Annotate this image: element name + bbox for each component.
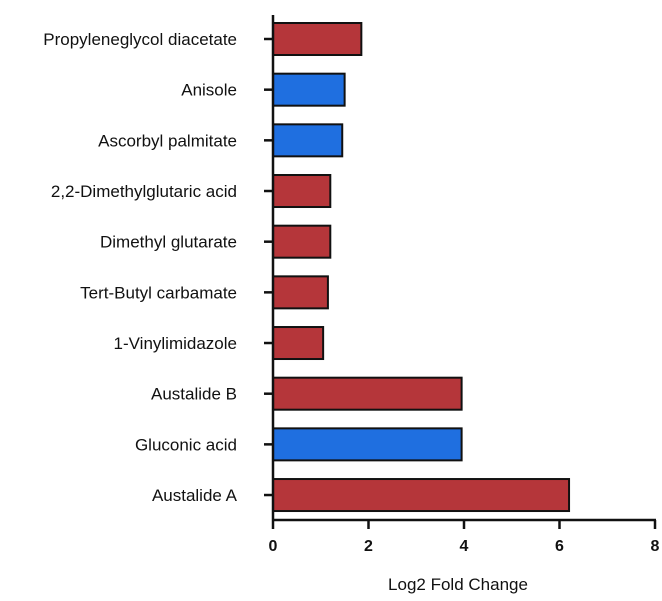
category-label: Tert-Butyl carbamate: [80, 283, 237, 302]
x-axis-title: Log2 Fold Change: [388, 575, 528, 594]
category-label: Gluconic acid: [135, 435, 237, 454]
x-tick-label: 8: [651, 538, 660, 555]
category-label: Dimethyl glutarate: [100, 233, 237, 252]
bar-austalide-a: [272, 478, 571, 513]
bar-2-2-dimethylglutaric-acid: [272, 174, 332, 209]
category-label: 2,2-Dimethylglutaric acid: [51, 182, 237, 201]
category-label: Propyleneglycol diacetate: [43, 30, 237, 49]
x-tick-label: 2: [364, 538, 373, 555]
bars-group: [272, 22, 571, 513]
x-tick-label: 0: [269, 538, 278, 555]
x-tick-label: 4: [460, 538, 469, 555]
x-tick-label: 6: [555, 538, 564, 555]
bar-austalide-b: [272, 376, 463, 411]
bar-dimethyl-glutarate: [272, 224, 332, 259]
category-label: Austalide A: [152, 486, 238, 505]
bar-1-vinylimidazole: [272, 326, 325, 361]
category-label: Ascorbyl palmitate: [98, 131, 237, 150]
bar-anisole: [272, 72, 346, 107]
axes-group: 0 2 4 6 8: [264, 15, 660, 555]
category-label: 1-Vinylimidazole: [114, 334, 237, 353]
category-label: Anisole: [181, 81, 237, 100]
bar-gluconic-acid: [272, 427, 463, 462]
category-label: Austalide B: [151, 385, 237, 404]
bar-ascorbyl-palmitate: [272, 123, 344, 158]
bar-tert-butyl-carbamate: [272, 275, 329, 310]
bar-propyleneglycol-diacetate: [272, 22, 363, 56]
category-labels: Propyleneglycol diacetate Anisole Ascorbyl…: [43, 30, 237, 505]
